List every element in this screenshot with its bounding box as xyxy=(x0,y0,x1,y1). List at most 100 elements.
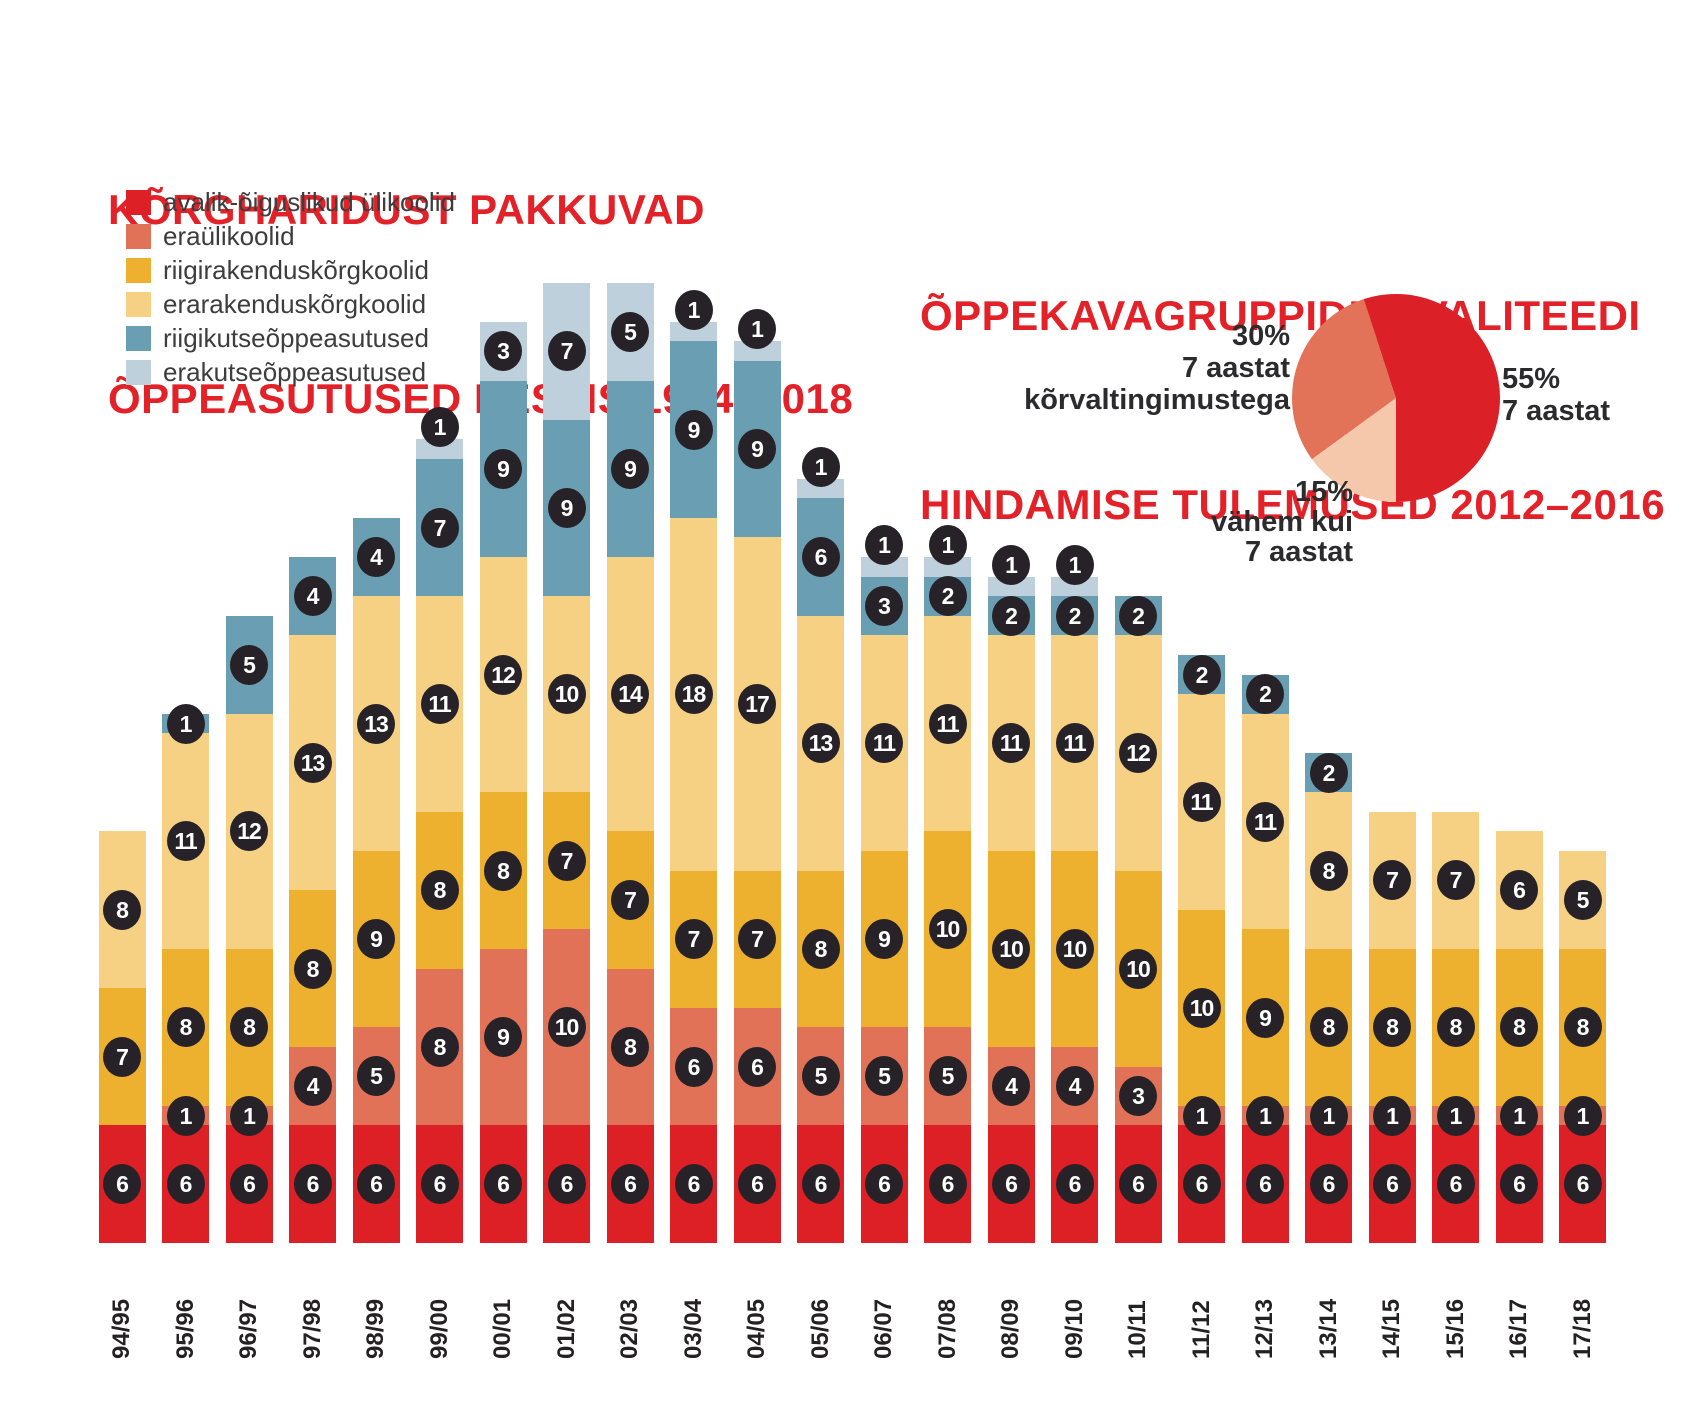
value-badge: 10 xyxy=(1182,987,1221,1028)
value-badge: 6 xyxy=(928,1164,967,1205)
bar-segment xyxy=(1241,713,1289,930)
value-badge: 1 xyxy=(1309,1095,1348,1136)
bar-segment xyxy=(225,1105,273,1126)
value-badge: 8 xyxy=(420,870,459,911)
value-badge: 1 xyxy=(166,703,205,744)
legend: avalik-õiguslikud ülikoolid eraülikoolid r… xyxy=(126,187,455,394)
legend-item: erakutseõppeasutused xyxy=(126,357,455,387)
x-axis-label-text: 10/11 xyxy=(1124,1300,1151,1359)
bar-segment xyxy=(1305,949,1352,1106)
bar-segment xyxy=(606,831,654,969)
legend-label: riigikutseõppeasutused xyxy=(163,323,429,353)
bar-segment xyxy=(733,1125,781,1243)
x-axis-label: 07/08 xyxy=(924,1254,971,1359)
bar-segment xyxy=(225,949,273,1106)
value-badge: 11 xyxy=(865,723,903,764)
x-axis-label-text: 06/07 xyxy=(870,1298,897,1359)
value-badge: 5 xyxy=(230,644,268,685)
value-badge: 7 xyxy=(738,919,776,960)
x-axis-label: 96/97 xyxy=(226,1254,273,1359)
bar-segment xyxy=(1432,949,1479,1106)
x-axis-label: 02/03 xyxy=(607,1254,654,1359)
bar-segment xyxy=(289,557,336,636)
value-badge: 7 xyxy=(103,1036,141,1077)
legend-label: avalik-õiguslikud ülikoolid xyxy=(163,187,455,217)
value-badge: 10 xyxy=(992,929,1030,969)
value-badge: 11 xyxy=(1246,801,1284,842)
value-badge: 1 xyxy=(865,525,903,565)
bar-segment xyxy=(162,949,209,1106)
bar-segment xyxy=(733,537,781,871)
legend-item: avalik-õiguslikud ülikoolid xyxy=(126,187,455,217)
x-axis-label: 16/17 xyxy=(1496,1254,1543,1359)
value-badge: 6 xyxy=(1182,1164,1221,1205)
x-axis-label-text: 15/16 xyxy=(1441,1298,1469,1359)
bar-segment xyxy=(924,831,971,1028)
value-badge: 8 xyxy=(611,1027,649,1067)
bar-segment xyxy=(352,1027,400,1126)
x-axis-label: 15/16 xyxy=(1432,1254,1479,1359)
value-badge: 9 xyxy=(1246,997,1284,1038)
legend-label: riigirakenduskõrgkoolid xyxy=(163,255,429,285)
x-axis-label: 09/10 xyxy=(1051,1254,1098,1359)
bar-segment xyxy=(1241,1105,1289,1126)
value-badge: 6 xyxy=(230,1164,268,1205)
value-badge: 9 xyxy=(484,1017,522,1058)
value-badge: 6 xyxy=(484,1164,522,1205)
value-badge: 8 xyxy=(1500,1007,1538,1048)
legend-item: riigirakenduskõrgkoolid xyxy=(126,255,455,285)
value-badge: 8 xyxy=(103,889,141,930)
value-badge: 2 xyxy=(1246,674,1284,715)
legend-swatch xyxy=(126,360,151,385)
value-badge: 6 xyxy=(420,1164,459,1205)
value-badge: 6 xyxy=(801,1164,840,1205)
bar-segment xyxy=(416,1125,463,1243)
bar-segment xyxy=(1051,635,1098,851)
bar-segment xyxy=(1114,870,1162,1067)
right-chart-title-line2: HINDAMISE TULEMUSED 2012–2016 xyxy=(920,481,1666,528)
bar-segment xyxy=(543,596,590,793)
bar-segment xyxy=(352,851,400,1028)
value-badge: 8 xyxy=(1436,1007,1475,1048)
value-badge: 13 xyxy=(801,723,840,764)
x-axis-label-text: 14/15 xyxy=(1378,1298,1405,1359)
value-badge: 11 xyxy=(166,821,205,862)
bar-segment xyxy=(289,1047,336,1126)
value-badge: 13 xyxy=(357,703,395,744)
value-badge: 7 xyxy=(674,919,713,960)
bar-segment xyxy=(1495,1105,1543,1126)
right-chart-title-line1: ÕPPEKAVAGRUPPIDE KVALITEEDI xyxy=(920,292,1641,339)
value-badge: 6 xyxy=(357,1164,395,1205)
bar-segment xyxy=(543,1125,590,1243)
value-badge: 8 xyxy=(1373,1007,1411,1048)
legend-item: erarakenduskõrgkoolid xyxy=(126,289,455,319)
bar-segment xyxy=(479,1125,527,1243)
x-axis-label: 17/18 xyxy=(1559,1254,1606,1359)
x-axis-label-text: 94/95 xyxy=(108,1298,135,1359)
bar-segment xyxy=(225,615,273,714)
bar-segment xyxy=(543,929,590,1126)
value-badge: 6 xyxy=(1119,1164,1157,1205)
value-badge: 7 xyxy=(611,880,649,920)
bar-segment xyxy=(162,1125,209,1243)
value-badge: 11 xyxy=(1182,782,1221,822)
bar-segment xyxy=(1432,1125,1479,1243)
bar-segment xyxy=(1178,1125,1225,1243)
bar-segment xyxy=(479,557,527,793)
value-badge: 6 xyxy=(674,1164,713,1205)
value-badge: 6 xyxy=(1055,1164,1094,1205)
value-badge: 1 xyxy=(1500,1095,1538,1136)
value-badge: 10 xyxy=(1055,929,1094,969)
x-axis-label: 06/07 xyxy=(861,1254,908,1359)
value-badge: 6 xyxy=(1500,1164,1538,1205)
x-axis-label-text: 03/04 xyxy=(679,1298,707,1359)
value-badge: 8 xyxy=(166,1007,205,1048)
value-badge: 5 xyxy=(357,1056,395,1097)
x-axis-label-text: 11/12 xyxy=(1187,1300,1215,1359)
value-badge: 2 xyxy=(1309,752,1348,793)
bar-segment xyxy=(98,988,146,1126)
bar-segment xyxy=(1368,1125,1416,1243)
bar-segment xyxy=(797,615,844,871)
bar-segment xyxy=(1432,1105,1479,1126)
value-badge: 6 xyxy=(674,1046,713,1087)
